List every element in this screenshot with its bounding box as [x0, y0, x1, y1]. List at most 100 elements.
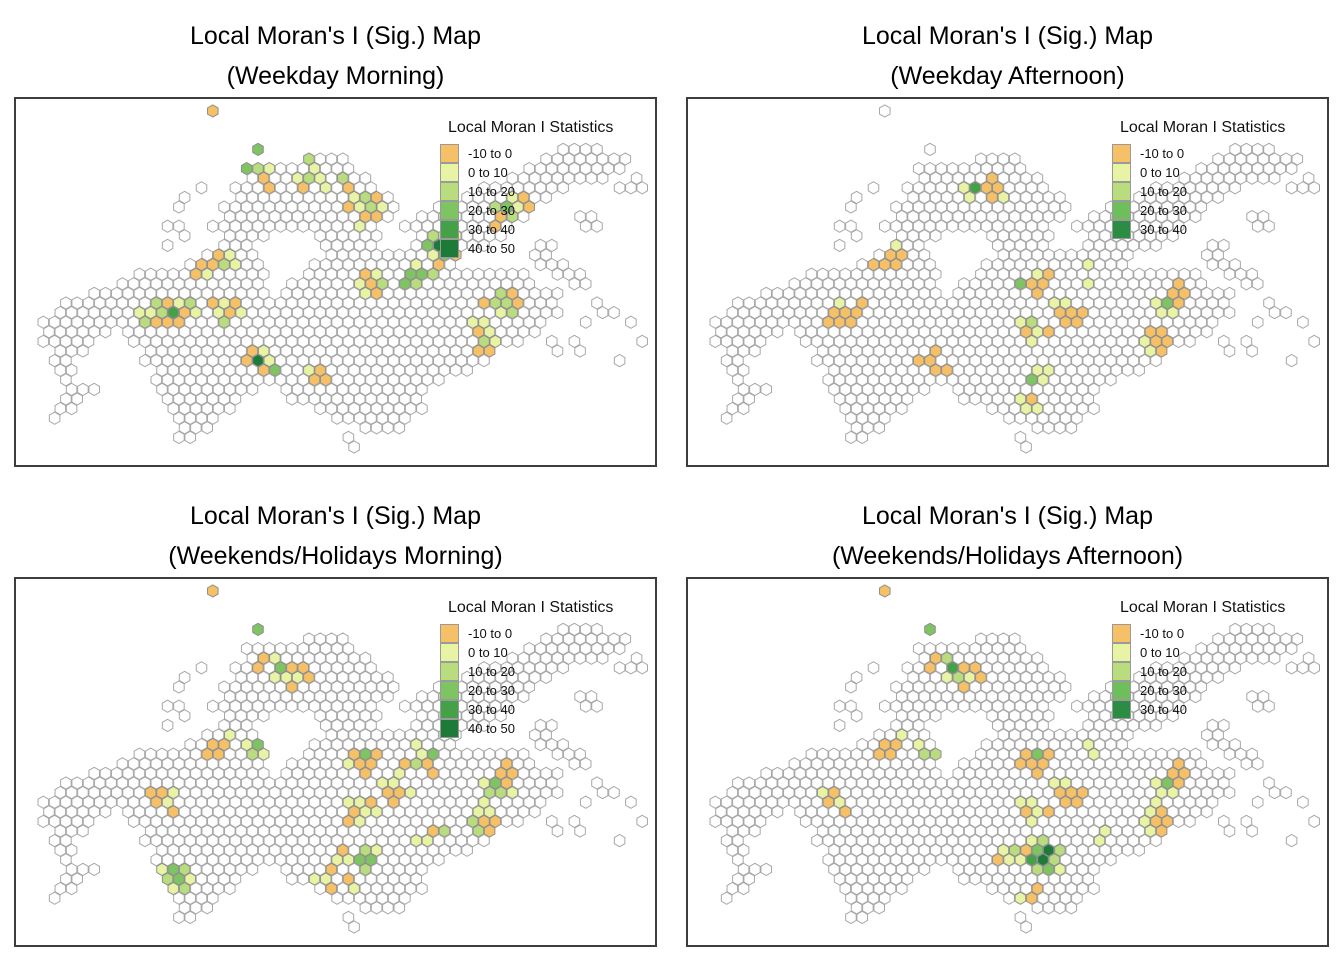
hex-cell	[845, 833, 857, 848]
hex-cell	[986, 363, 998, 377]
hex-cell	[743, 315, 755, 329]
hex-cell	[1014, 353, 1027, 368]
hex-cell	[82, 795, 95, 809]
hex-cell	[523, 315, 535, 329]
hex-cell	[1042, 267, 1055, 281]
hex-cell	[478, 200, 490, 214]
hex-cell	[935, 776, 948, 790]
hex-cell	[929, 766, 942, 781]
hex-cell	[478, 680, 490, 694]
hex-cell	[1059, 373, 1072, 387]
hex-cell	[195, 353, 208, 368]
hex-cell	[585, 689, 598, 704]
hex-cell	[167, 785, 180, 800]
hex-cell	[1161, 661, 1174, 675]
hex-cell	[54, 824, 67, 838]
hex-cell	[1054, 766, 1066, 781]
hex-cell	[760, 382, 772, 397]
hex-cell	[161, 353, 174, 368]
hex-cell	[178, 843, 191, 857]
hex-cell	[65, 344, 78, 358]
hex-cell	[1184, 814, 1196, 829]
hex-cell	[212, 862, 225, 877]
hex-cell	[269, 190, 281, 205]
hex-cell	[161, 392, 174, 406]
hex-cell	[410, 277, 422, 291]
hex-cell	[274, 661, 287, 675]
hex-cell	[1076, 785, 1089, 800]
hex-cell	[867, 872, 880, 886]
hex-cell	[975, 325, 987, 339]
hex-cell	[240, 699, 253, 713]
hex-cell	[404, 382, 417, 397]
hex-cell	[240, 334, 253, 349]
hex-cell	[551, 766, 564, 781]
hex-cell	[958, 872, 970, 886]
hex-cell	[178, 382, 191, 397]
hex-cell	[404, 824, 417, 838]
hex-cell	[416, 728, 428, 742]
hex-cell	[907, 382, 919, 397]
hex-cell	[591, 161, 603, 176]
hex-cell	[873, 344, 885, 358]
hex-cell	[246, 363, 259, 377]
hex-cell	[94, 315, 106, 329]
hex-cell	[235, 382, 247, 397]
hex-cell	[303, 651, 315, 665]
hex-cell	[184, 257, 196, 272]
hex-cell	[1093, 853, 1106, 867]
hex-cell	[737, 401, 750, 416]
hex-cell	[190, 824, 202, 838]
hex-cell	[845, 277, 857, 291]
hex-cell	[274, 373, 287, 387]
hex-cell	[1071, 833, 1083, 848]
hex-cell	[929, 805, 942, 819]
hex-cell	[924, 277, 936, 291]
hex-cell	[1201, 286, 1213, 301]
hex-cell	[997, 632, 1010, 646]
hex-cell	[207, 833, 219, 848]
hex-cell	[1133, 709, 1145, 723]
hex-cell	[941, 824, 953, 838]
hex-cell	[308, 737, 321, 752]
hex-cell	[958, 373, 970, 387]
hex-cell	[286, 353, 298, 368]
hex-cell	[1116, 776, 1128, 790]
hex-cell	[393, 382, 406, 397]
hex-cell	[833, 776, 846, 790]
hex-cell	[523, 795, 535, 809]
hex-cell	[1155, 785, 1168, 800]
hex-cell	[523, 641, 535, 656]
hex-cell	[178, 286, 191, 301]
hex-cell	[912, 277, 925, 291]
hex-cell	[963, 785, 976, 800]
hex-cell	[382, 421, 394, 435]
hex-cell	[461, 305, 473, 320]
hex-cell	[156, 325, 168, 339]
hex-cell	[1048, 853, 1061, 867]
hex-cell	[958, 833, 970, 848]
hex-cell	[1161, 814, 1174, 829]
hex-cell	[218, 277, 230, 291]
hex-cell	[924, 334, 936, 349]
hex-cell	[1251, 641, 1264, 656]
hex-cell	[579, 219, 592, 233]
hex-cell	[1003, 872, 1015, 886]
hex-cell	[771, 305, 784, 320]
hex-cell	[325, 363, 338, 377]
hex-cell	[246, 248, 259, 262]
hex-cell	[359, 229, 372, 243]
hex-cell	[359, 344, 372, 358]
hex-cell	[1065, 248, 1078, 262]
hex-cell	[822, 296, 835, 310]
legend-swatch	[1112, 220, 1131, 239]
hex-cell	[958, 296, 970, 310]
hex-cell	[393, 901, 406, 915]
hex-cell	[850, 229, 863, 243]
hex-cell	[1071, 296, 1083, 310]
hex-cell	[184, 296, 196, 310]
hex-cell	[839, 325, 852, 339]
hex-cell	[280, 363, 293, 377]
hex-cell	[393, 363, 406, 377]
